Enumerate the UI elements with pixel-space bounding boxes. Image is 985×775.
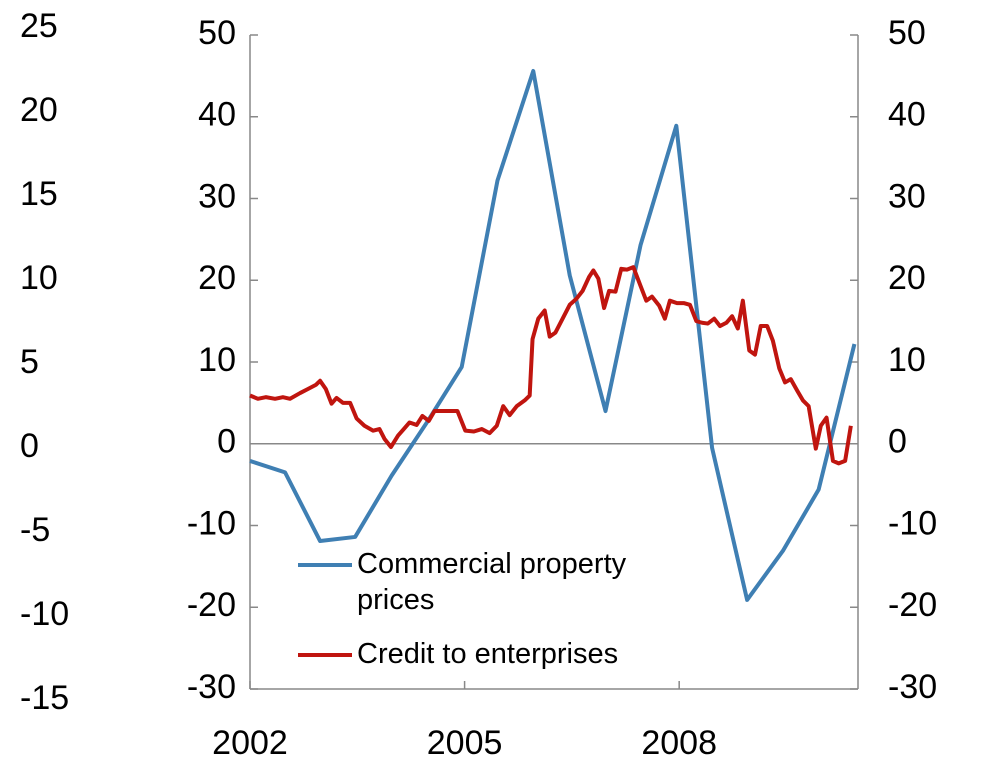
- y-tick-label: 20: [198, 259, 236, 297]
- y2-tick-label: 40: [888, 96, 926, 134]
- y2-tick-label: -20: [888, 586, 937, 624]
- y2-tick-label: 20: [888, 259, 926, 297]
- x-tick-label: 2005: [427, 724, 503, 762]
- y2-tick-label: -10: [888, 504, 937, 542]
- legend-label: Commercial property prices: [357, 548, 627, 616]
- y3-tick-label: -15: [20, 679, 69, 717]
- y2-tick-label: 50: [888, 14, 926, 52]
- data-line: [249, 68, 857, 602]
- y-tick-label: -10: [187, 504, 236, 542]
- y3-tick-label: -10: [20, 595, 69, 633]
- y2-tick-label: 10: [888, 341, 926, 379]
- y3-tick-label: 5: [20, 343, 39, 381]
- y3-tick-label: 15: [20, 175, 58, 213]
- y-tick-label: -20: [187, 586, 236, 624]
- y-tick-label: 30: [198, 177, 236, 215]
- y3-tick-label: 25: [20, 7, 58, 45]
- y-tick-label: 0: [217, 423, 236, 461]
- y-tick-label: 40: [198, 96, 236, 134]
- y2-tick-label: 30: [888, 177, 926, 215]
- x-tick-label: 2002: [212, 724, 288, 762]
- y3-tick-label: 20: [20, 91, 58, 129]
- y2-tick-label: -30: [888, 668, 937, 706]
- y3-tick-label: 0: [20, 427, 39, 465]
- y-tick-label: 50: [198, 14, 236, 52]
- y-tick-label: 10: [198, 341, 236, 379]
- y-tick-label: -30: [187, 668, 236, 706]
- data-line: [249, 265, 853, 466]
- y2-tick-label: 0: [888, 423, 907, 461]
- y3-tick-label: -5: [20, 511, 50, 549]
- y3-tick-label: 10: [20, 259, 58, 297]
- x-tick-label: 2008: [641, 724, 717, 762]
- legend-label: Credit to enterprises: [357, 638, 619, 670]
